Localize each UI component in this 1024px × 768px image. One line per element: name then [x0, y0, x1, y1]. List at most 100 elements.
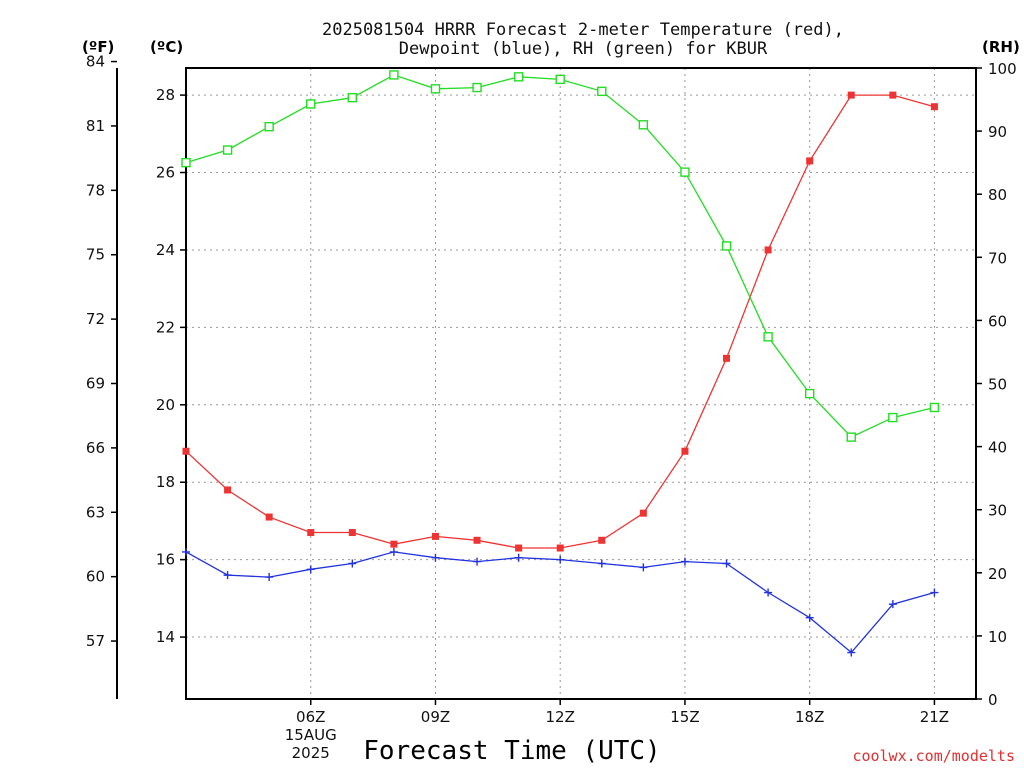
x-tick-label: 15AUG [285, 726, 337, 744]
temperature-point [847, 91, 855, 99]
rh-point [555, 74, 565, 85]
rh-point [846, 432, 856, 442]
rh-tick-label: 70 [988, 249, 1007, 267]
rh-tick-label: 60 [988, 312, 1007, 330]
celsius-tick-label: 26 [156, 164, 175, 182]
temperature-point [431, 532, 439, 540]
celsius-tick-label: 16 [156, 551, 175, 569]
dewpoint-point [306, 565, 315, 574]
celsius-tick-label: 20 [156, 396, 175, 414]
fahrenheit-tick-label: 66 [86, 439, 105, 457]
dewpoint-point [223, 571, 232, 580]
series-rh [181, 70, 940, 442]
rh-point [721, 241, 732, 251]
rh-tick-label: 30 [988, 502, 1007, 520]
grid-lines [186, 68, 976, 699]
rh-tick-label: 40 [988, 439, 1007, 457]
rh-tick-label: 50 [988, 376, 1007, 394]
dewpoint-point [930, 588, 939, 597]
fahrenheit-unit-label: (ºF) [82, 38, 114, 56]
fahrenheit-tick-label: 60 [86, 568, 105, 586]
temperature-point [515, 544, 523, 552]
rh-point [472, 82, 482, 93]
x-tick-label: 18Z [795, 708, 824, 726]
x-tick-label: 15Z [670, 708, 699, 726]
celsius-tick-label: 24 [156, 241, 175, 259]
dewpoint-point [888, 600, 897, 609]
temperature-point [265, 513, 273, 521]
fahrenheit-tick-label: 78 [86, 181, 105, 199]
temperature-point [307, 529, 315, 537]
temperature-point [806, 157, 814, 165]
series-layer [181, 70, 940, 657]
temperature-point [639, 509, 647, 517]
rh-point [929, 402, 940, 413]
celsius-tick-label: 22 [156, 318, 175, 336]
rh-point [389, 70, 399, 80]
rh-point [638, 120, 649, 130]
tick-labels: 57 60 63 66 69 72 75 78 81 84 14 16 18 20 22 24 26 28 0 10 2… [86, 53, 1017, 762]
x-tick-label: 06Z [296, 708, 325, 726]
rh-point [888, 412, 898, 423]
axes [111, 60, 982, 705]
celsius-tick-label: 14 [156, 628, 175, 646]
celsius-tick-label: 18 [156, 473, 175, 491]
temperature-point [681, 447, 689, 455]
fahrenheit-tick-label: 81 [86, 117, 105, 135]
plot-frame [185, 67, 977, 700]
x-tick-label: 21Z [920, 708, 949, 726]
fahrenheit-tick-label: 72 [86, 310, 105, 328]
temperature-point [723, 354, 731, 362]
rh-point [513, 72, 524, 82]
rh-point [597, 86, 607, 97]
dewpoint-point [182, 547, 190, 556]
rh-tick-label: 20 [988, 565, 1007, 583]
dewpoint-point [556, 555, 565, 564]
dewpoint-point [847, 648, 856, 657]
fahrenheit-tick-label: 84 [86, 53, 105, 71]
series-temperature [182, 91, 938, 552]
dewpoint-point [348, 559, 357, 568]
rh-point [347, 92, 358, 103]
temperature-point [390, 540, 398, 548]
rh-point [430, 84, 441, 94]
rh-point [181, 157, 191, 168]
rh-point [763, 332, 773, 342]
dewpoint-point [680, 557, 689, 566]
temperature-point [473, 536, 481, 544]
x-tick-label: 2025 [292, 744, 330, 762]
temperature-point [764, 246, 772, 254]
temperature-point [930, 103, 938, 111]
x-tick-label: 12Z [546, 708, 575, 726]
rh-point [222, 145, 233, 155]
celsius-unit-label: (ºC) [150, 38, 183, 56]
rh-tick-label: 90 [988, 123, 1007, 141]
temperature-point [348, 529, 356, 537]
rh-point [804, 388, 815, 399]
x-tick-label: 09Z [421, 708, 450, 726]
fahrenheit-tick-label: 75 [86, 246, 105, 264]
temperature-point [598, 536, 606, 544]
dewpoint-point [722, 559, 731, 568]
title-line: Dewpoint (blue), RH (green) for KBUR [399, 39, 768, 59]
rh-tick-label: 10 [988, 628, 1007, 646]
rh-unit-label: (RH) [982, 38, 1020, 56]
rh-point [680, 167, 690, 177]
dewpoint-point [805, 613, 814, 622]
source-credit: coolwx.com/modelts [852, 747, 1015, 765]
x-axis-label: Forecast Time (UTC) [363, 736, 660, 766]
rh-tick-label: 100 [988, 60, 1017, 78]
temperature-point [889, 91, 897, 99]
celsius-tick-label: 28 [156, 86, 175, 104]
dewpoint-point [597, 559, 606, 568]
rh-point [306, 99, 316, 109]
fahrenheit-tick-label: 63 [86, 503, 105, 521]
dewpoint-point [389, 547, 398, 556]
temperature-point [182, 447, 190, 455]
rh-tick-label: 0 [988, 691, 998, 709]
title-line: 2025081504 HRRR Forecast 2-meter Tempera… [322, 20, 844, 40]
dewpoint-point [265, 573, 274, 582]
temperature-point [556, 544, 564, 552]
fahrenheit-tick-label: 57 [86, 632, 105, 650]
